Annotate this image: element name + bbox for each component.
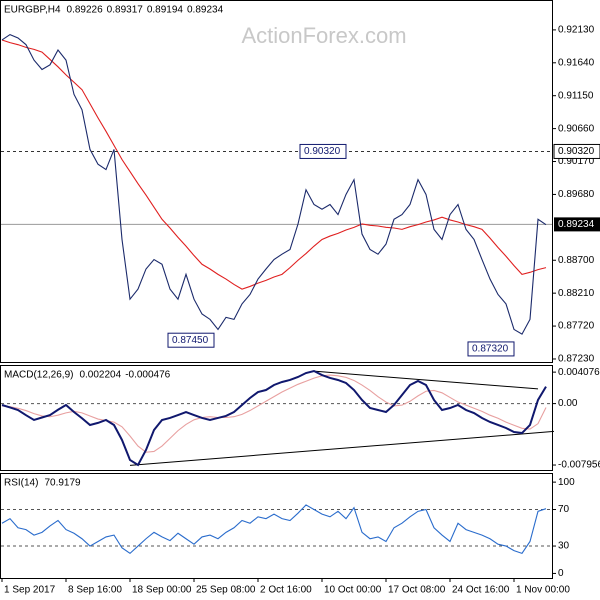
last-price-label: 0.89234	[558, 219, 595, 230]
pane-title: RSI(14)	[4, 478, 38, 489]
x-tick-label: 1 Nov 00:00	[516, 585, 570, 596]
x-tick-label: 25 Sep 08:00	[196, 585, 256, 596]
trendline	[129, 430, 555, 466]
pane-title: EURGBP,H4	[4, 5, 61, 16]
y-tick-label: 0.88210	[558, 288, 595, 299]
header-value: 0.89234	[187, 5, 224, 16]
annotation-label: 0.87320	[472, 344, 509, 355]
series-line	[1, 504, 547, 555]
level-label: 0.90320	[558, 146, 595, 157]
series-line	[1, 39, 547, 290]
y-tick-label: -0.007956	[558, 460, 600, 471]
annotation-label: 0.90320	[304, 146, 341, 157]
x-tick-label: 8 Sep 16:00	[68, 585, 122, 596]
x-tick-label: 18 Sep 00:00	[132, 585, 192, 596]
y-tick-label: 0.90660	[558, 123, 595, 134]
header-value: 0.89317	[107, 5, 144, 16]
x-tick-label: 2 Oct 16:00	[260, 585, 312, 596]
series-line	[1, 33, 547, 335]
y-tick-label: 0.87230	[558, 354, 595, 365]
y-tick-label: 30	[558, 541, 570, 552]
series-line	[1, 369, 547, 467]
series-line	[1, 374, 547, 453]
header-value: 0.002204	[79, 370, 121, 381]
x-tick-label: 1 Sep 2017	[4, 585, 56, 596]
y-tick-label: 0.004076	[558, 367, 600, 378]
y-tick-label: 0.91640	[558, 57, 595, 68]
x-tick-label: 24 Oct 16:00	[452, 585, 510, 596]
header-value: 0.89226	[67, 5, 104, 16]
last-price-box	[554, 217, 600, 232]
watermark: ActionForex.com	[241, 23, 406, 48]
x-tick-label: 17 Oct 08:00	[388, 585, 446, 596]
y-tick-label: 0.91150	[558, 90, 594, 101]
pane-border	[0, 0, 553, 363]
header-value: 0.89194	[147, 5, 184, 16]
pane-title: MACD(12,26,9)	[4, 370, 73, 381]
header-value: 70.9179	[44, 478, 81, 489]
y-tick-label: 0.88700	[558, 255, 595, 266]
y-tick-label: 100	[558, 477, 575, 488]
annotation-box	[299, 143, 347, 159]
y-tick-label: 0.00	[558, 398, 578, 409]
header-value: -0.000476	[125, 370, 170, 381]
pane-border	[0, 365, 553, 471]
annotation-box	[467, 341, 515, 357]
y-tick-label: 0.90170	[558, 156, 595, 167]
y-tick-label: 0	[558, 568, 564, 579]
y-tick-label: 0.87720	[558, 321, 595, 332]
annotation-label: 0.87450	[172, 335, 209, 346]
pane-border	[0, 473, 553, 579]
trendline	[313, 370, 539, 390]
x-tick-label: 10 Oct 00:00	[324, 585, 382, 596]
annotation-box	[167, 332, 215, 348]
y-tick-label: 0.92130	[558, 25, 595, 36]
y-tick-label: 70	[558, 504, 570, 515]
level-box	[553, 143, 600, 159]
y-tick-label: 0.89680	[558, 189, 595, 200]
